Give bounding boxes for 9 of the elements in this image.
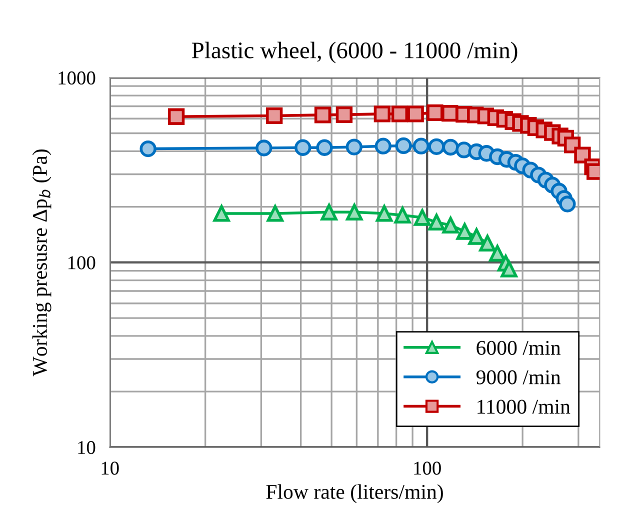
- y-tick-label: 10: [78, 440, 96, 454]
- chart-title: Plastic wheel, (6000 - 11000 /min): [192, 42, 518, 64]
- y-tick-label: 1000: [58, 71, 96, 85]
- y-axis-title: Working presusre Δp$_{b}$ (Pa): [32, 150, 52, 376]
- legend-label: 11000 /min: [478, 400, 570, 414]
- legend-label: 9000 /min: [476, 370, 561, 384]
- legend-label: 6000 /min: [476, 340, 561, 355]
- x-axis-title: Flow rate (liters/min): [266, 484, 443, 504]
- y-tick-label: 100: [68, 256, 96, 270]
